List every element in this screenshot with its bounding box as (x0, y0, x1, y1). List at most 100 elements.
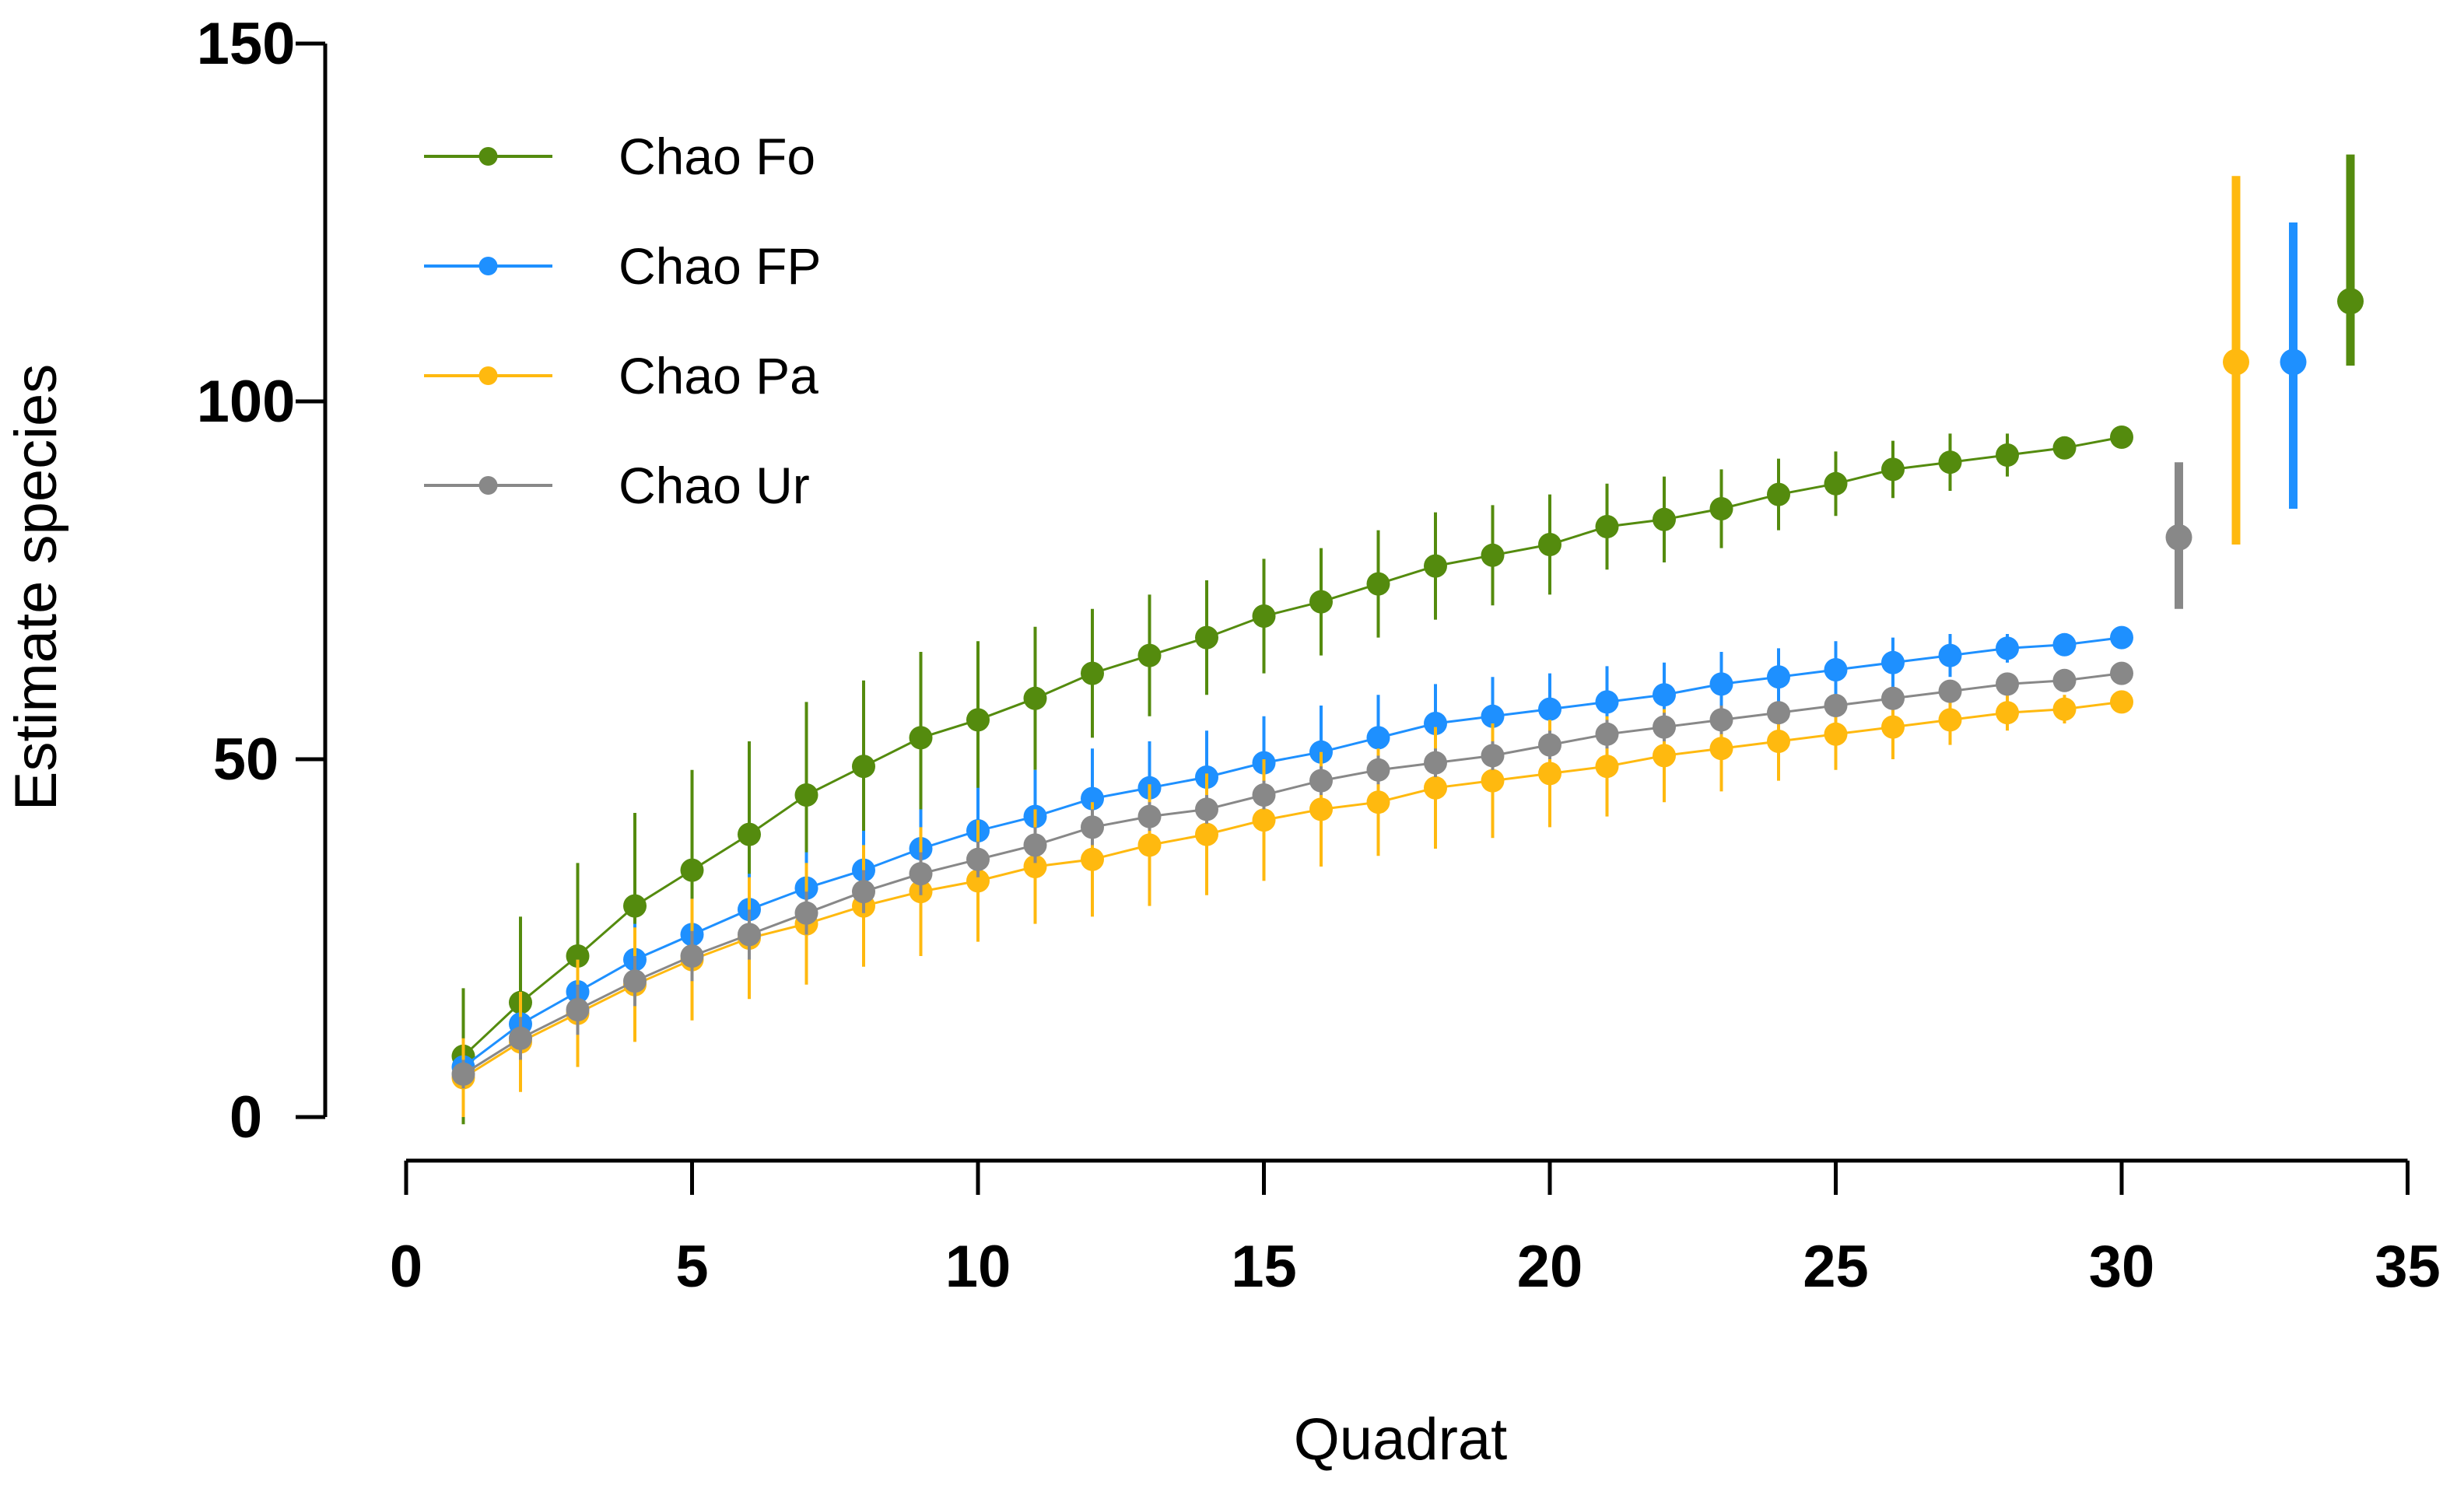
final-estimate-chao-ur (2165, 462, 2192, 609)
data-point (2110, 625, 2133, 650)
data-point (1595, 722, 1619, 746)
legend-label: Chao Fo (619, 128, 815, 185)
x-tick-label: 35 (2375, 1234, 2441, 1300)
data-point (1252, 808, 1276, 832)
legend-label: Chao FP (619, 237, 821, 295)
x-tick-label: 5 (675, 1234, 708, 1300)
data-point (1653, 715, 1676, 739)
y-axis: 0 50 100 150 (197, 11, 328, 1151)
y-axis-title: Estimate species (3, 364, 69, 811)
x-tick-label: 30 (2089, 1234, 2155, 1300)
data-point (1195, 797, 1218, 821)
series-line (462, 436, 2122, 1057)
series-chao-fo (451, 426, 2133, 1125)
final-estimate-chao-fp (2280, 222, 2307, 509)
data-point (852, 880, 875, 904)
data-point (566, 998, 590, 1021)
data-point (1938, 643, 1962, 667)
data-point (1137, 643, 1162, 667)
data-point (1424, 554, 1447, 578)
data-point (1538, 533, 1561, 556)
legend-marker (478, 257, 498, 275)
data-point (1881, 457, 1905, 482)
data-point (1081, 815, 1104, 839)
data-point (1252, 604, 1276, 628)
data-point (1538, 733, 1561, 757)
legend-item: Chao FP (424, 237, 821, 295)
data-point (1309, 590, 1333, 614)
data-point (1081, 847, 1104, 871)
data-point (2052, 668, 2077, 692)
data-point (1653, 683, 1676, 707)
legend-label: Chao Pa (619, 347, 818, 405)
data-point (1252, 783, 1276, 807)
data-point (2110, 690, 2133, 714)
data-point (1595, 755, 1619, 779)
data-point (794, 901, 818, 925)
legend-marker (478, 476, 498, 495)
final-estimates (2165, 154, 2364, 609)
data-point (1709, 672, 1733, 696)
data-point (1366, 758, 1390, 782)
data-point (2052, 697, 2077, 721)
data-point (1767, 482, 1790, 506)
data-point (623, 894, 647, 918)
data-point (2052, 632, 2077, 657)
data-point (1081, 661, 1104, 685)
data-point (966, 847, 990, 871)
data-point (1081, 786, 1104, 811)
data-point (1366, 790, 1390, 814)
data-point (1137, 833, 1162, 857)
data-point (1653, 744, 1676, 768)
data-point (1481, 769, 1505, 793)
x-tick-label: 20 (1517, 1234, 1583, 1300)
legend-marker (478, 366, 498, 385)
x-tick-label: 25 (1803, 1234, 1869, 1300)
data-point (794, 783, 818, 807)
legend-item: Chao Fo (424, 128, 815, 185)
data-point (1424, 776, 1447, 800)
x-tick-label: 15 (1231, 1234, 1297, 1300)
data-point (623, 969, 647, 993)
data-point (566, 944, 590, 968)
legend-marker (478, 147, 498, 166)
data-point (1366, 572, 1390, 596)
data-point (1709, 497, 1733, 520)
data-point (2110, 426, 2133, 449)
series-chao-pa (451, 690, 2133, 1117)
data-point (1195, 822, 1218, 846)
data-point (1824, 658, 1848, 681)
data-point (1595, 690, 1619, 714)
x-tick-label: 10 (945, 1234, 1011, 1300)
data-point (738, 923, 761, 947)
data-point (1767, 665, 1790, 689)
legend-item: Chao Ur (424, 457, 810, 514)
data-point (1824, 722, 1848, 746)
data-point (852, 755, 875, 779)
legend-item: Chao Pa (424, 347, 818, 405)
final-estimate-chao-pa (2223, 176, 2249, 545)
x-axis: 0 5 10 15 20 25 30 35 (390, 1158, 2441, 1300)
x-axis-title: Quadrat (1294, 1406, 1508, 1473)
data-point (1023, 855, 1047, 878)
data-point (1195, 625, 1218, 650)
y-tick-label: 100 (197, 369, 296, 435)
data-point (1938, 708, 1962, 732)
data-point (1938, 679, 1962, 703)
data-point (1653, 507, 1676, 531)
data-point (1424, 712, 1447, 735)
y-tick-label: 50 (213, 727, 279, 793)
data-point (680, 944, 704, 968)
plot-series (451, 426, 2133, 1125)
data-point (1023, 686, 1047, 710)
x-tick-label: 0 (390, 1234, 422, 1300)
final-estimate-chao-fo (2337, 154, 2364, 366)
data-point (1767, 730, 1790, 753)
data-point (1481, 744, 1505, 768)
series-chao-ur (451, 661, 2133, 1089)
data-point (1881, 650, 1905, 674)
data-point (909, 862, 933, 886)
data-point (1481, 543, 1505, 567)
data-point (966, 708, 990, 732)
